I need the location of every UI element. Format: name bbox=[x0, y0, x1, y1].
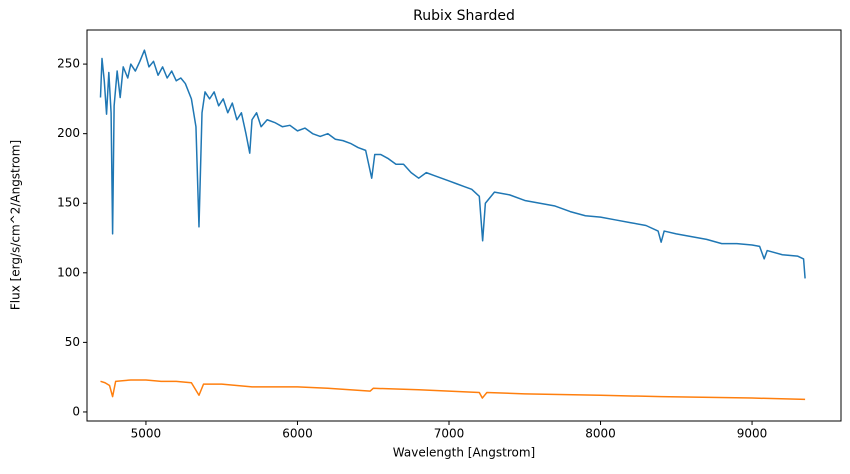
x-axis-label: Wavelength [Angstrom] bbox=[393, 446, 535, 460]
chart-title: Rubix Sharded bbox=[413, 8, 515, 24]
plot-frame bbox=[86, 29, 842, 422]
y-tick-label: 0 bbox=[72, 404, 80, 418]
line-series bbox=[100, 379, 806, 401]
x-tick-label: 8000 bbox=[585, 427, 616, 441]
x-tick-label: 6000 bbox=[282, 427, 313, 441]
y-tick-label: 250 bbox=[57, 57, 80, 71]
x-tick-label: 7000 bbox=[434, 427, 465, 441]
x-tick-label: 5000 bbox=[131, 427, 162, 441]
y-tick-label: 100 bbox=[57, 265, 80, 279]
line-series bbox=[99, 49, 806, 279]
y-tick-label: 200 bbox=[57, 126, 80, 140]
y-axis-label: Flux [erg/s/cm^2/Angstrom] bbox=[9, 140, 23, 310]
y-tick-label: 50 bbox=[65, 335, 80, 349]
y-tick-label: 150 bbox=[57, 196, 80, 210]
x-tick-label: 9000 bbox=[737, 427, 768, 441]
